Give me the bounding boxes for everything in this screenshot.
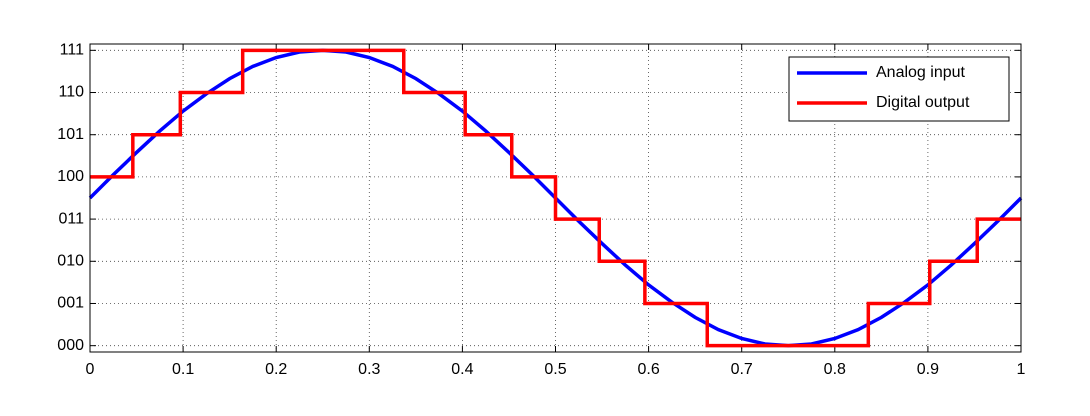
y-tick-label: 101 (57, 126, 84, 143)
x-tick-label: 0.7 (731, 361, 753, 378)
legend-box (788, 56, 1010, 122)
y-tick-label: 011 (58, 210, 84, 227)
x-tick-label: 0 (86, 361, 95, 378)
x-tick-label: 0.3 (358, 361, 380, 378)
plot-frame (89, 43, 1022, 353)
x-tick-label: 0.5 (544, 361, 566, 378)
x-tick-label: 0.9 (917, 361, 939, 378)
x-tick-label: 0.8 (824, 361, 846, 378)
y-tick-label: 001 (57, 295, 84, 312)
series-line (90, 48, 1021, 348)
x-tick-label: 0.6 (637, 361, 659, 378)
x-tick-label: 1 (1017, 361, 1026, 378)
x-tick-label: 0.4 (451, 361, 473, 378)
x-tick-label: 0.2 (265, 361, 287, 378)
legend-label: Digital output (876, 94, 970, 111)
legend-label: Analog input (876, 64, 966, 81)
y-tick-label: 110 (58, 84, 84, 101)
y-tick-label: 010 (57, 253, 84, 270)
y-tick-label: 100 (57, 168, 84, 185)
y-tick-label: 000 (57, 337, 84, 354)
y-tick-label: 111 (60, 42, 84, 59)
x-tick-label: 0.1 (172, 361, 194, 378)
